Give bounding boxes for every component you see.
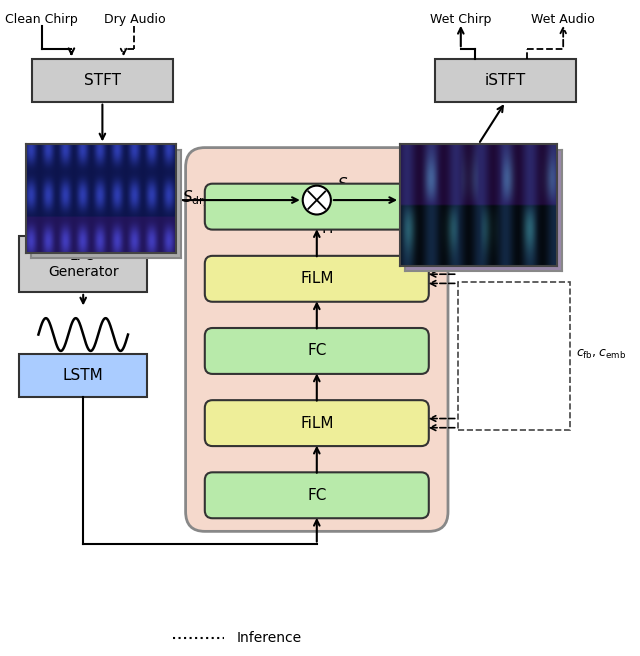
FancyBboxPatch shape <box>205 256 429 302</box>
FancyBboxPatch shape <box>32 59 173 102</box>
FancyBboxPatch shape <box>186 148 448 531</box>
FancyBboxPatch shape <box>19 236 147 292</box>
Text: LSTM: LSTM <box>63 368 104 383</box>
Text: $S_{\mathrm{wet}}$: $S_{\mathrm{wet}}$ <box>337 174 368 194</box>
FancyBboxPatch shape <box>205 184 429 230</box>
Text: FC: FC <box>307 199 326 214</box>
Text: iSTFT: iSTFT <box>485 73 526 88</box>
Text: Dry Audio: Dry Audio <box>104 13 165 26</box>
Text: Wet Audio: Wet Audio <box>531 13 595 26</box>
Text: LFO
Generator: LFO Generator <box>48 249 118 279</box>
Text: FC: FC <box>307 344 326 358</box>
Text: FiLM: FiLM <box>300 272 333 286</box>
FancyBboxPatch shape <box>435 59 576 102</box>
Text: Clean Chirp: Clean Chirp <box>5 13 78 26</box>
Text: Inference: Inference <box>237 630 302 645</box>
Text: H: H <box>321 221 333 236</box>
FancyBboxPatch shape <box>19 354 147 397</box>
Text: $z_a, z_b$: $z_a, z_b$ <box>63 204 103 220</box>
Text: $S_{\mathrm{dry}}$: $S_{\mathrm{dry}}$ <box>182 188 211 209</box>
FancyBboxPatch shape <box>205 328 429 374</box>
Text: $c_{\mathrm{fb}}, c_{\mathrm{emb}}$: $c_{\mathrm{fb}}, c_{\mathrm{emb}}$ <box>576 348 626 361</box>
Text: FC: FC <box>307 488 326 502</box>
Text: Wet Chirp: Wet Chirp <box>430 13 492 26</box>
FancyBboxPatch shape <box>205 400 429 446</box>
FancyBboxPatch shape <box>205 472 429 518</box>
Circle shape <box>303 186 331 215</box>
Text: FiLM: FiLM <box>300 416 333 430</box>
Text: STFT: STFT <box>84 73 121 88</box>
